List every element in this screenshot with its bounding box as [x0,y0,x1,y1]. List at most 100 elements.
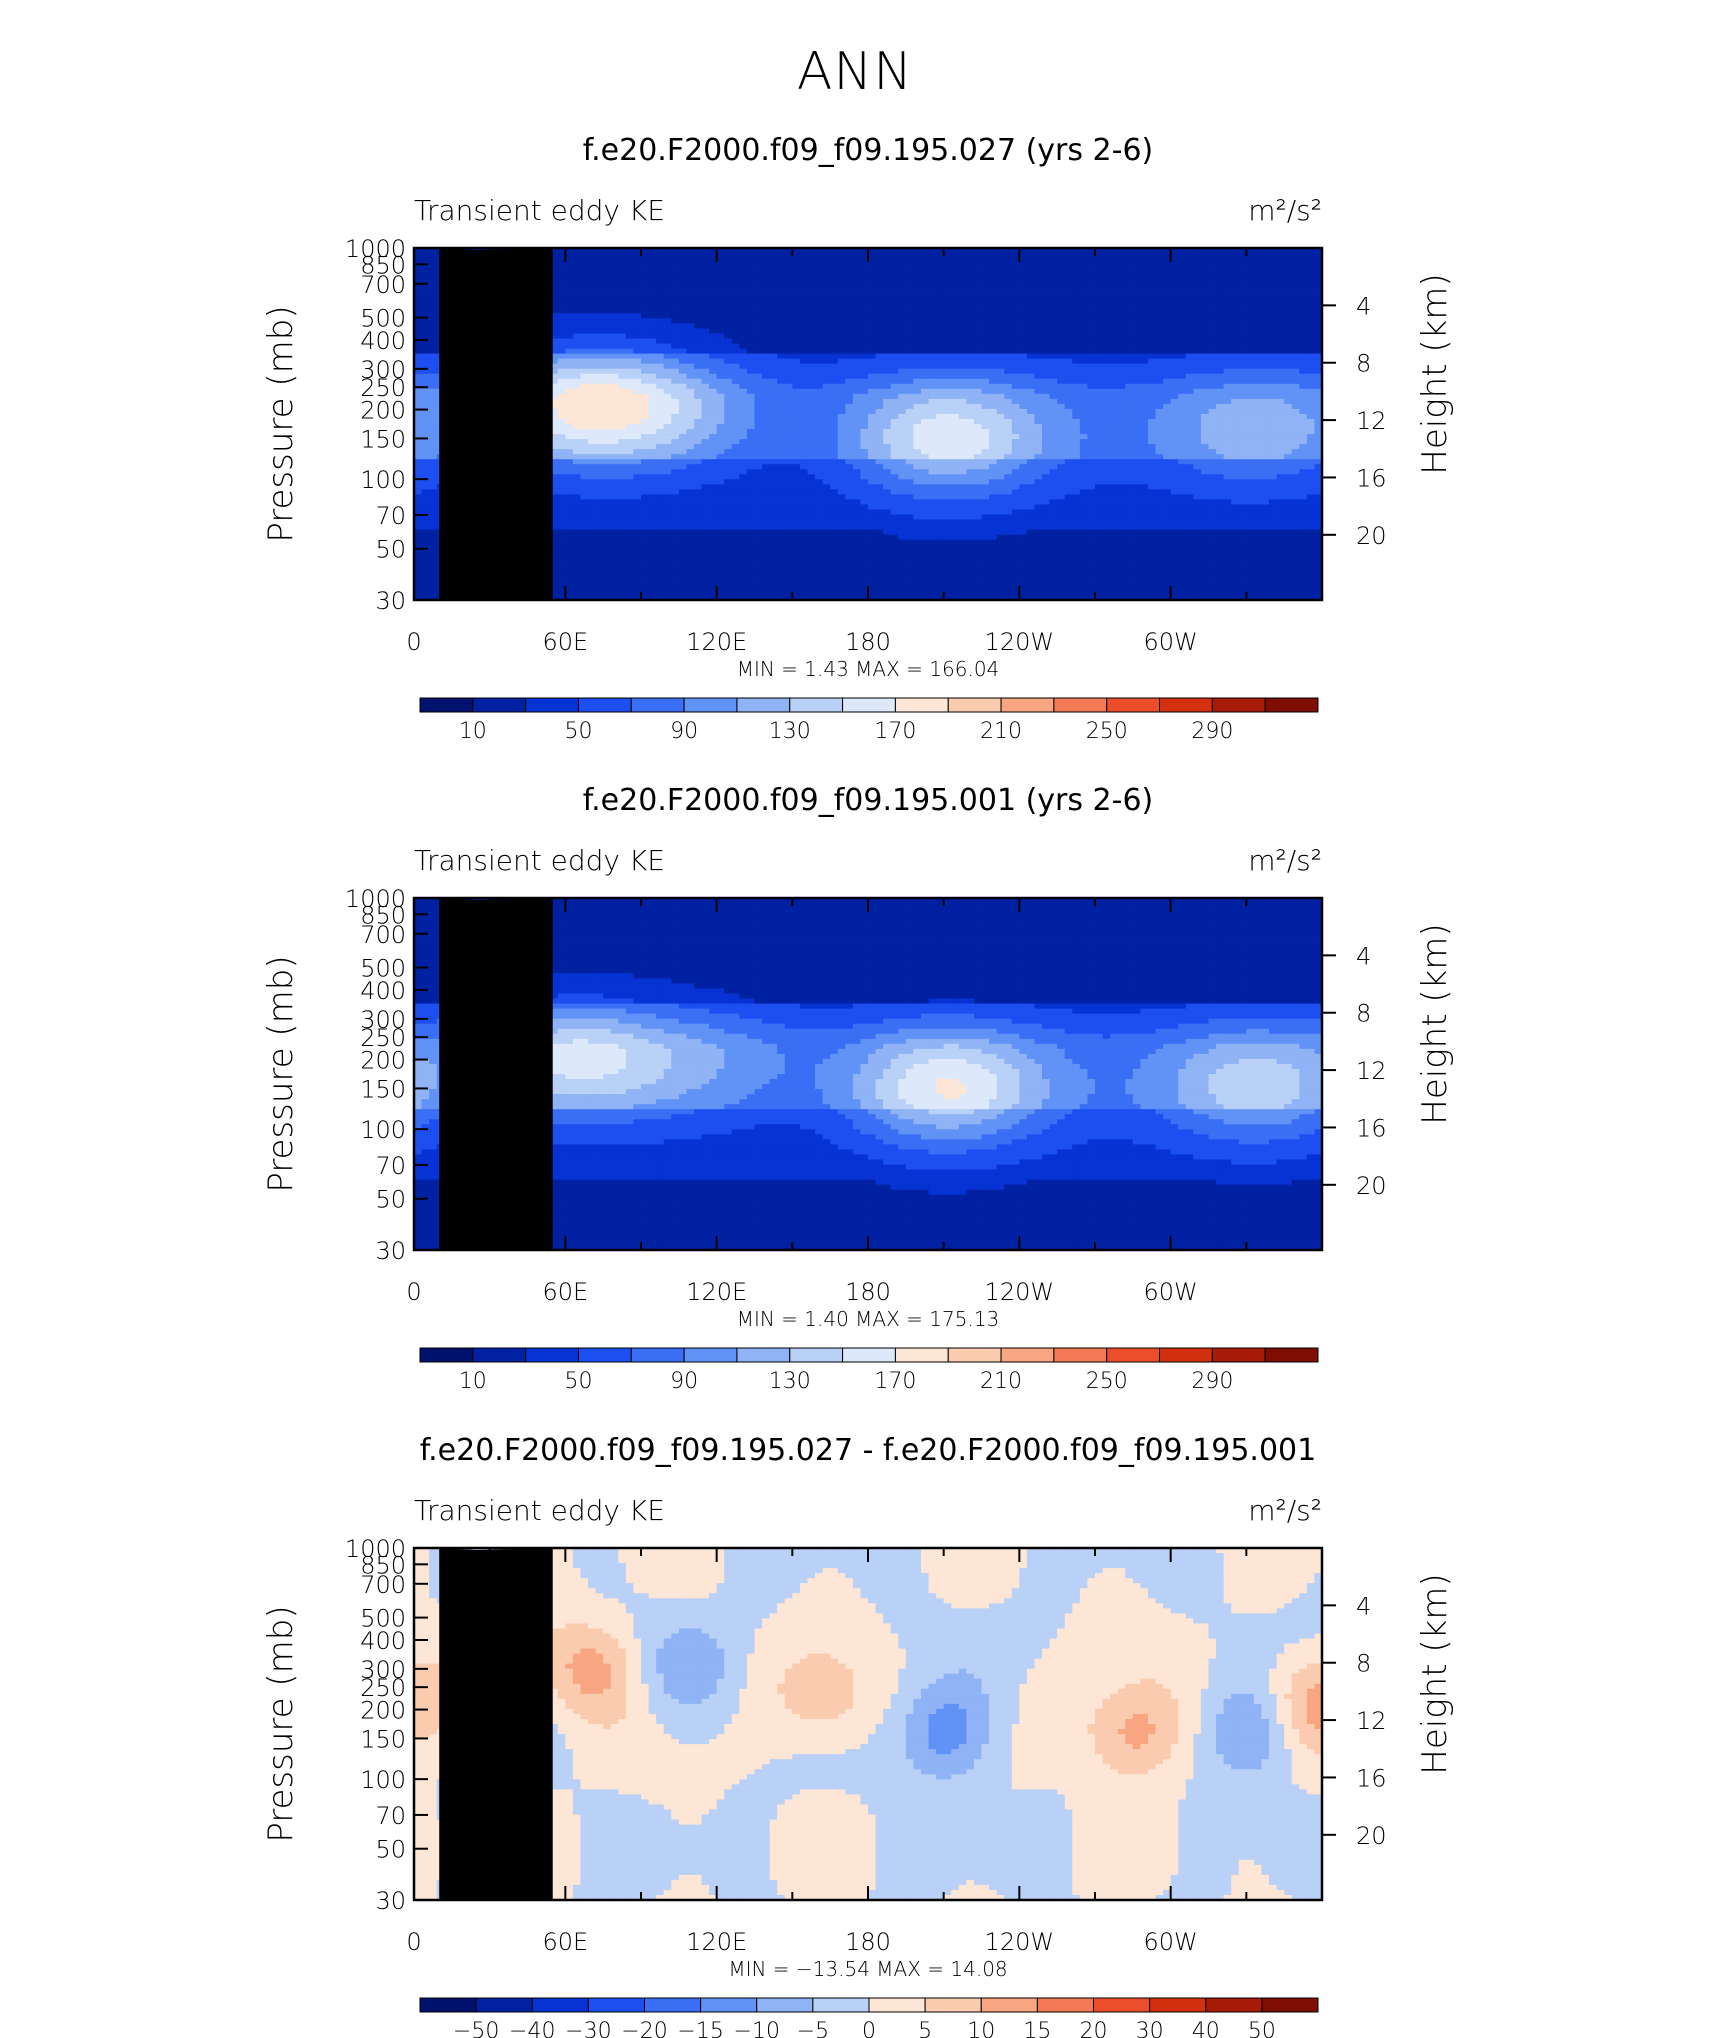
field-cell [973,368,983,375]
field-cell [1314,383,1322,390]
field-cell [1208,413,1217,420]
field-cell [421,363,430,370]
field-cell [860,268,869,274]
field-cell [1178,398,1187,405]
field-cell [746,444,756,450]
field-cell [936,429,945,435]
field-cell [641,288,650,294]
field-cell [762,373,771,380]
field-cell [1034,323,1043,330]
field-cell [1064,373,1073,380]
field-cell [1102,263,1111,269]
field-cell [1231,248,1240,254]
field-cell [1200,268,1210,274]
field-cell [1132,388,1141,395]
field-cell [852,298,862,304]
field-cell [580,288,589,294]
field-cell [883,439,892,445]
field-cell [1125,434,1134,440]
field-cell [1147,318,1157,325]
field-cell [1238,323,1247,330]
field-cell [1147,388,1157,395]
field-cell [1079,393,1089,400]
field-cell [1049,323,1058,330]
field-cell [898,403,907,410]
field-cell [807,398,816,405]
field-cell [1193,288,1202,294]
field-cell [958,343,967,350]
field-cell [648,398,657,405]
field-cell [557,288,566,294]
field-cell [837,318,846,325]
field-cell [429,403,438,410]
field-cell [1117,338,1126,345]
field-cell [618,343,627,350]
field-cell [1064,444,1073,450]
field-cell [868,268,877,274]
field-cell [1276,293,1285,299]
field-cell [663,263,672,269]
field-cell [1011,444,1020,450]
field-cell [641,343,650,350]
field-cell [1253,368,1263,375]
field-cell [603,353,612,360]
field-cell [905,449,914,455]
field-cell [550,393,559,400]
field-cell [784,413,793,420]
field-cell [815,248,824,254]
field-cell [792,333,801,340]
field-cell [739,368,748,375]
field-cell [625,278,635,284]
field-cell [830,248,839,254]
field-cell [1246,303,1255,309]
field-cell [693,424,703,430]
field-cell [905,283,914,289]
field-cell [1140,388,1149,395]
field-cell [890,313,899,319]
field-cell [822,353,831,360]
field-cell [762,439,771,445]
field-cell [1170,263,1179,269]
field-cell [1064,253,1073,259]
field-cell [648,393,657,400]
field-cell [686,318,695,325]
field-cell [603,333,612,340]
field-cell [754,288,763,294]
field-cell [686,288,695,294]
field-cell [1284,363,1293,370]
field-cell [754,258,763,264]
field-cell [837,283,846,289]
field-cell [1019,333,1028,340]
field-cell [1269,303,1278,309]
field-cell [1291,424,1300,430]
field-cell [943,288,952,294]
field-cell [1147,263,1157,269]
field-cell [905,358,914,365]
field-cell [1253,348,1263,355]
field-cell [883,449,892,455]
field-cell [1284,273,1293,279]
field-cell [1178,388,1187,395]
field-cell [746,413,756,420]
field-cell [905,388,914,395]
field-cell [580,303,589,309]
field-cell [875,454,884,460]
field-cell [1034,308,1043,314]
field-cell [588,298,597,304]
field-cell [1004,338,1013,345]
field-cell [588,263,597,269]
field-cell [996,388,1005,395]
field-cell [580,333,589,340]
field-cell [1223,273,1232,279]
field-cell [1246,308,1255,314]
field-cell [996,333,1005,340]
field-cell [731,403,740,410]
field-cell [1284,383,1293,390]
field-cell [1049,328,1058,335]
field-cell [966,288,975,294]
field-cell [610,413,619,420]
field-cell [421,323,430,330]
field-cell [1155,293,1164,299]
field-cell [943,454,952,460]
field-cell [981,308,990,314]
